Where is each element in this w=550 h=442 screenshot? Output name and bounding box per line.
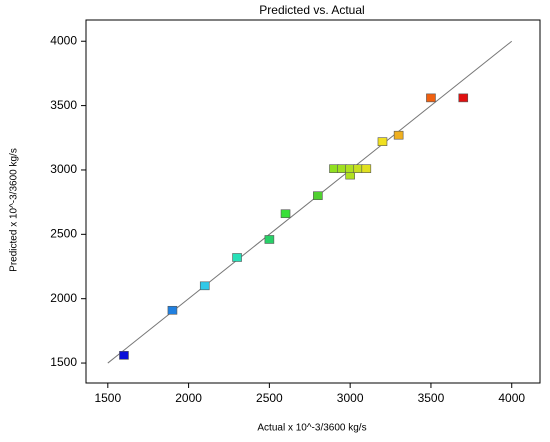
x-tick-label: 2500 (256, 391, 283, 405)
point (280, 209, 291, 219)
point (167, 305, 178, 315)
point (337, 164, 347, 173)
point (313, 191, 323, 201)
point (458, 93, 469, 103)
plot-frame (85, 19, 541, 384)
point (353, 164, 364, 173)
point (199, 281, 210, 291)
y-tick-label: 3500 (50, 98, 77, 112)
x-tick-label: 1500 (94, 391, 121, 405)
point (426, 93, 436, 103)
x-tick-label: 3000 (337, 391, 364, 405)
y-tick-label: 3000 (50, 162, 77, 176)
point (329, 164, 339, 173)
x-tick-label: 4000 (498, 391, 525, 405)
x-axis-label: Actual x 10^-3/3600 kg/s (257, 423, 366, 434)
y-tick-label: 1500 (50, 355, 77, 369)
point (119, 351, 129, 360)
y-tick-label: 2000 (50, 291, 77, 305)
x-tick-label: 2000 (175, 391, 202, 405)
y-tick-label: 4000 (50, 33, 77, 47)
x-tick-label: 3500 (418, 391, 445, 405)
chart-title: Predicted vs. Actual (259, 3, 364, 17)
y-tick-label: 2500 (50, 226, 77, 240)
reference-line (107, 40, 513, 364)
point (264, 235, 275, 244)
point (393, 130, 404, 140)
y-axis-label: Predicted x 10^-3/3600 kg/s (9, 148, 20, 272)
point (232, 253, 242, 262)
point (377, 137, 388, 146)
point (361, 164, 372, 173)
point (345, 164, 355, 173)
